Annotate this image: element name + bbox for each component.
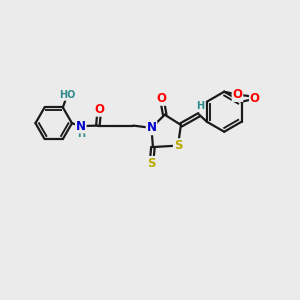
Text: O: O xyxy=(94,103,104,116)
Text: H: H xyxy=(196,101,204,111)
Text: N: N xyxy=(146,122,157,134)
Text: O: O xyxy=(232,88,242,101)
Text: O: O xyxy=(250,92,260,105)
Text: S: S xyxy=(147,157,156,170)
Text: O: O xyxy=(157,92,167,105)
Text: H: H xyxy=(77,129,86,140)
Text: HO: HO xyxy=(59,90,75,100)
Text: N: N xyxy=(76,120,86,133)
Text: S: S xyxy=(174,139,182,152)
